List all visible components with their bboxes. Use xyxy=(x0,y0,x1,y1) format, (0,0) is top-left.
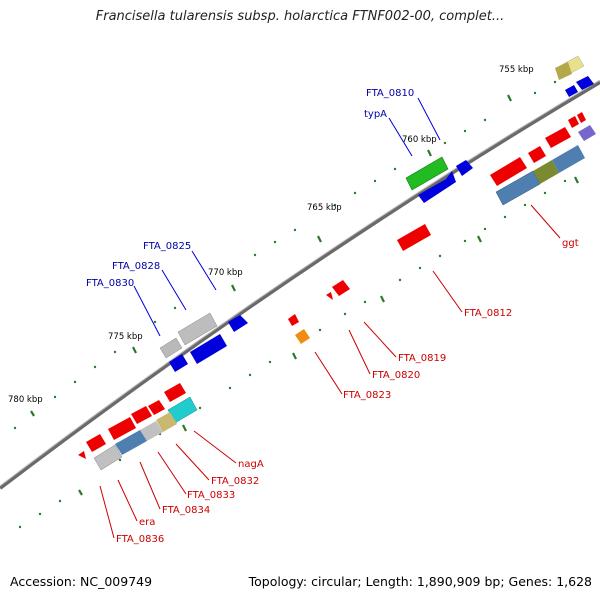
gene-arrow-red xyxy=(326,292,333,300)
gene-arrow-red xyxy=(288,314,299,326)
gene-block-olive xyxy=(555,62,572,80)
accession-text: Accession: NC_009749 xyxy=(10,574,153,589)
gene-block-grey xyxy=(93,444,123,471)
gene-label-FTA_0810[interactable]: FTA_0810 xyxy=(366,88,414,99)
gene-block-purple xyxy=(578,125,596,141)
gene-label-FTA_0825[interactable]: FTA_0825 xyxy=(143,241,191,252)
gene-block-orange xyxy=(295,329,310,344)
gene-label-FTA_0832[interactable]: FTA_0832 xyxy=(211,476,259,487)
gene-arrow-red xyxy=(397,224,431,251)
tick-label-780: 780 kbp xyxy=(8,395,43,405)
leader-lines-blue xyxy=(133,97,441,337)
gene-label-typA[interactable]: typA xyxy=(364,109,387,120)
gene-arrow-blue xyxy=(418,171,456,203)
gene-arrow-red xyxy=(86,434,106,452)
map-title: Francisella tularensis subsp. holarctica… xyxy=(95,9,505,24)
gene-arrow-red xyxy=(568,116,579,128)
gene-arrow-red xyxy=(164,383,186,402)
gene-arrow-blue xyxy=(565,85,578,97)
gene-arrow-red xyxy=(78,451,86,459)
gene-label-FTA_0828[interactable]: FTA_0828 xyxy=(112,261,160,272)
gene-arrow-red xyxy=(108,417,136,440)
gene-label-nagA[interactable]: nagA xyxy=(238,459,264,470)
gene-label-FTA_0823[interactable]: FTA_0823 xyxy=(343,390,391,401)
gene-arrow-red xyxy=(131,406,152,424)
gene-block-steel xyxy=(552,145,585,173)
gene-block-grey xyxy=(177,312,218,346)
gene-arrow-red xyxy=(528,146,546,163)
gene-arrow-blue xyxy=(169,354,188,372)
gene-arrow-blue xyxy=(456,160,473,176)
genome-summary-text: Topology: circular; Length: 1,890,909 bp… xyxy=(248,574,592,589)
gene-label-ggt[interactable]: ggt xyxy=(562,238,579,249)
gene-block-olive xyxy=(533,160,559,184)
gene-label-FTA_0833[interactable]: FTA_0833 xyxy=(187,490,235,501)
major-ticks xyxy=(30,94,579,496)
tick-label-775: 775 kbp xyxy=(108,332,143,342)
gene-arrow-blue xyxy=(228,315,248,332)
gene-arrow-blue xyxy=(576,76,594,90)
gene-label-FTA_0834[interactable]: FTA_0834 xyxy=(162,505,210,516)
reverse-track xyxy=(78,112,596,471)
leader-lines-red xyxy=(99,204,561,539)
gene-label-FTA_0812[interactable]: FTA_0812 xyxy=(464,308,512,319)
gene-block-grey xyxy=(159,337,183,359)
gene-block-grey xyxy=(140,421,163,441)
gene-arrow-red xyxy=(545,127,571,148)
tick-track xyxy=(13,80,567,529)
gene-label-FTA_0836[interactable]: FTA_0836 xyxy=(116,534,164,545)
gene-arrow-red xyxy=(148,400,165,415)
gene-block-steel xyxy=(115,430,147,455)
gene-block-khaki xyxy=(156,412,177,432)
gene-arrow-red xyxy=(490,157,527,186)
forward-track xyxy=(159,55,594,372)
tick-label-765: 765 kbp xyxy=(307,203,342,213)
tick-label-755: 755 kbp xyxy=(499,65,534,75)
gene-arrow-blue xyxy=(190,334,227,364)
gene-label-FTA_0830[interactable]: FTA_0830 xyxy=(86,278,134,289)
tick-label-770: 770 kbp xyxy=(208,268,243,278)
gene-arrow-red xyxy=(577,112,586,123)
genome-backbone xyxy=(0,80,600,490)
gene-label-FTA_0819[interactable]: FTA_0819 xyxy=(398,353,446,364)
gene-label-era[interactable]: era xyxy=(139,517,155,528)
gene-arrow-red xyxy=(332,280,350,296)
tick-label-760: 760 kbp xyxy=(402,135,437,145)
gene-label-FTA_0820[interactable]: FTA_0820 xyxy=(372,370,420,381)
gene-block-green xyxy=(405,156,449,191)
